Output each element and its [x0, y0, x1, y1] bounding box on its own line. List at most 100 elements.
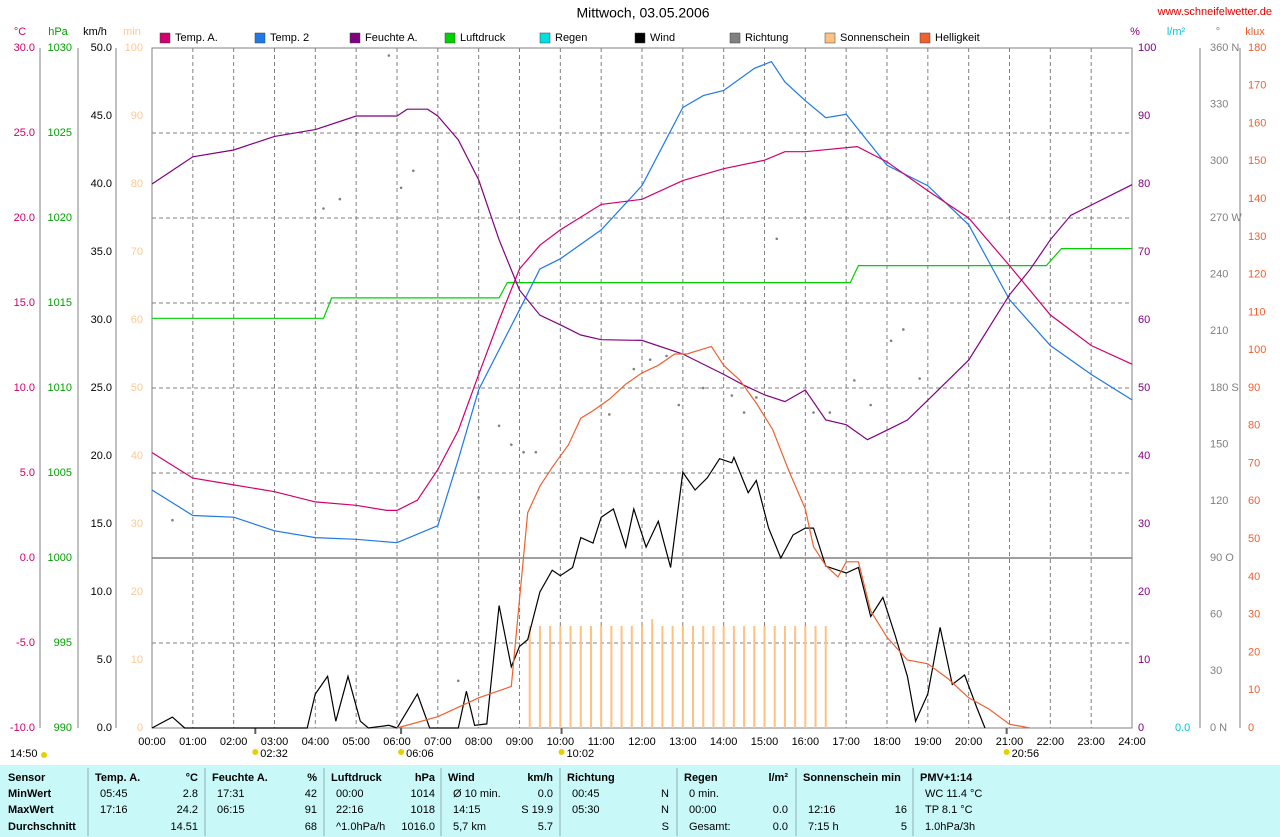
y-tick-label: -10.0 — [10, 722, 35, 734]
y-tick-label: 30 — [1248, 609, 1260, 621]
scatter-point — [477, 496, 480, 499]
bar — [538, 626, 541, 728]
scatter-point — [775, 237, 779, 241]
y-tick-label: 30.0 — [14, 42, 35, 54]
axis-unit: °C — [14, 26, 26, 38]
y-tick-label: 20.0 — [14, 212, 35, 224]
legend-swatch — [539, 32, 551, 44]
y-tick-label: 50.0 — [91, 42, 112, 54]
y-tick-label: 10 — [131, 654, 143, 666]
table-cell: N — [661, 788, 669, 800]
y-tick-label: 90 — [131, 110, 143, 122]
y-tick-label: 10 — [1138, 654, 1150, 666]
scatter-point — [677, 403, 681, 407]
bar — [794, 626, 797, 728]
scatter-point — [853, 379, 856, 382]
y-tick-label: 90 O — [1210, 552, 1234, 564]
y-tick-label: 30 — [1138, 518, 1150, 530]
legend-swatch — [159, 32, 171, 44]
y-tick-label: 210 — [1210, 325, 1228, 337]
y-tick-label: 1010 — [48, 382, 72, 394]
table-cell: Gesamt: — [689, 821, 731, 833]
table-cell: 0.0 — [773, 821, 788, 833]
y-tick-label: 80 — [131, 178, 143, 190]
table-cell: 0.0 — [538, 788, 553, 800]
x-tick-label: 03:00 — [261, 736, 289, 748]
bar — [630, 626, 633, 728]
scatter-point — [510, 443, 513, 446]
y-tick-label: 20 — [1248, 646, 1260, 658]
table-cell: 14:15 — [453, 804, 481, 816]
scatter-point — [322, 207, 325, 210]
legend-label: Sonnenschein — [840, 32, 910, 44]
y-tick-label: 140 — [1248, 193, 1266, 205]
timestamp: 14:50 — [10, 748, 38, 760]
y-tick-label: 20 — [131, 586, 143, 598]
scatter-point — [387, 54, 391, 57]
col-title: Richtung — [567, 772, 615, 784]
row-label: MaxWert — [8, 804, 54, 816]
x-tick-label: 16:00 — [792, 736, 820, 748]
table-corner: Sensor — [8, 772, 46, 784]
scatter-point — [742, 411, 746, 414]
scatter-point — [412, 169, 415, 173]
table-cell: 42 — [305, 788, 317, 800]
y-tick-label: 25.0 — [14, 127, 35, 139]
col-title: Luftdruck — [331, 772, 383, 784]
table-cell: 5.7 — [538, 821, 553, 833]
table-cell: 0.0 — [773, 804, 788, 816]
legend-label: Feuchte A. — [365, 32, 418, 44]
bar — [579, 626, 582, 728]
table-cell: 1.0hPa/3h — [925, 821, 975, 833]
y-tick-label: 10 — [1248, 684, 1260, 696]
col-title: Feuchte A. — [212, 772, 268, 784]
legend-swatch — [444, 32, 456, 44]
x-tick-label: 10:00 — [547, 736, 575, 748]
table-cell: N — [661, 804, 669, 816]
x-tick-label: 01:00 — [179, 736, 207, 748]
series-line — [151, 108, 1133, 441]
bar — [600, 626, 603, 728]
source: www.schneifelwetter.de — [1157, 6, 1272, 18]
series-line — [151, 455, 986, 729]
scatter-point — [534, 450, 538, 454]
y-tick-label: 0.0 — [1175, 722, 1190, 734]
table-cell: 00:00 — [689, 804, 717, 816]
y-tick-label: 15.0 — [14, 297, 35, 309]
stats-background — [0, 765, 1280, 837]
axis-unit: klux — [1245, 26, 1265, 38]
y-tick-label: -5.0 — [16, 637, 35, 649]
y-tick-label: 35.0 — [91, 246, 112, 258]
y-tick-label: 80 — [1248, 420, 1260, 432]
y-tick-label: 360 N — [1210, 42, 1239, 54]
bar — [559, 626, 562, 728]
axis-unit: min — [123, 26, 141, 38]
scatter-point — [399, 186, 403, 190]
scatter-point — [755, 396, 758, 399]
bar — [671, 626, 674, 728]
bar — [610, 626, 613, 728]
table-cell: 2.8 — [183, 788, 198, 800]
marker-label: 06:06 — [406, 748, 434, 760]
y-tick-label: 120 — [1248, 269, 1266, 281]
marker-icon — [252, 749, 259, 755]
bar — [528, 626, 531, 728]
x-tick-label: 05:00 — [342, 736, 370, 748]
series-line — [396, 345, 1031, 729]
legend-label: Helligkeit — [935, 32, 980, 44]
x-tick-label: 12:00 — [628, 736, 656, 748]
x-tick-label: 14:00 — [710, 736, 738, 748]
y-tick-label: 40 — [1248, 571, 1260, 583]
marker-icon — [398, 749, 405, 755]
table-cell: Ø 10 min. — [453, 788, 501, 800]
y-tick-label: 15.0 — [91, 518, 112, 530]
table-cell: S 19.9 — [521, 804, 553, 816]
col-unit: % — [307, 772, 317, 784]
table-cell: S — [662, 821, 669, 833]
table-cell: 17:16 — [100, 804, 128, 816]
y-tick-label: 5.0 — [20, 467, 35, 479]
bar — [661, 626, 664, 728]
y-tick-label: 1015 — [48, 297, 72, 309]
table-cell: 7:15 h — [808, 821, 839, 833]
